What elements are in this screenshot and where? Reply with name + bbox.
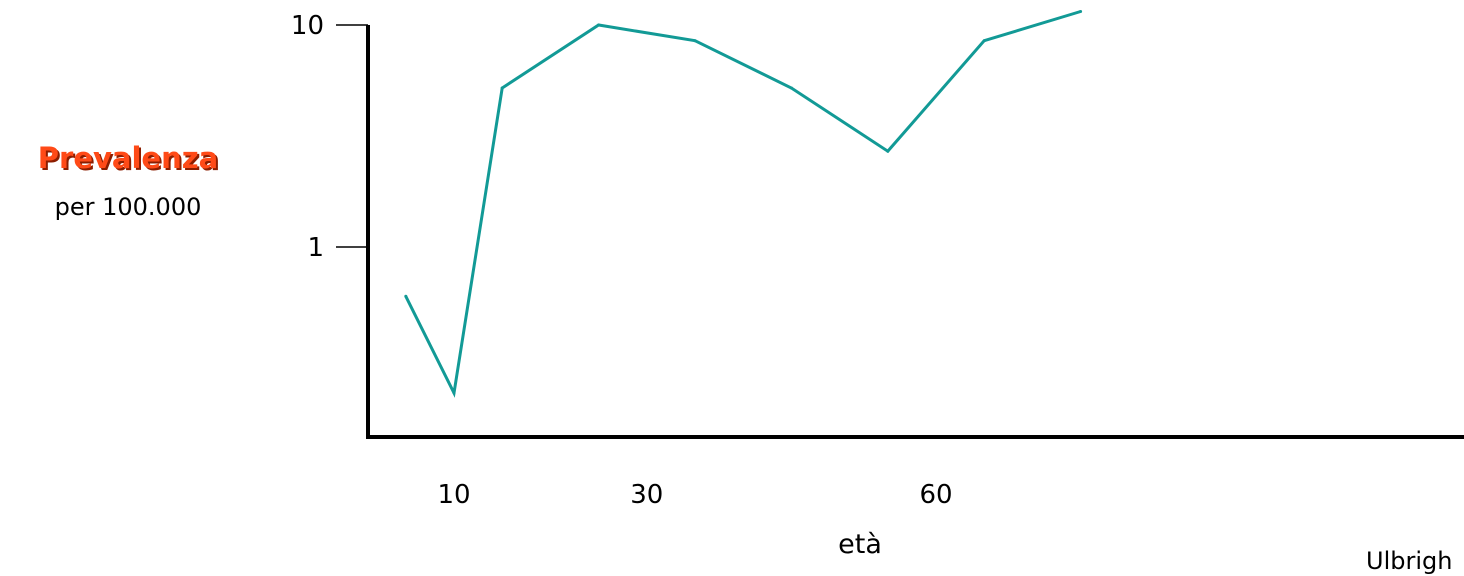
y-tick-label: 10 <box>291 11 324 41</box>
x-ticks: 10 30 60 <box>437 480 952 510</box>
chart-axes <box>366 25 1464 439</box>
data-point <box>693 39 697 43</box>
x-tick-label: 30 <box>630 480 663 510</box>
series-line <box>404 10 1082 398</box>
data-series <box>404 10 1083 398</box>
data-point <box>886 149 890 153</box>
data-point <box>1079 10 1083 13</box>
y-tick-label: 1 <box>307 233 324 263</box>
y-axis-subtitle: per 100.000 <box>54 193 202 221</box>
data-point <box>500 86 504 90</box>
x-tick-label: 10 <box>437 480 470 510</box>
data-point <box>597 23 601 27</box>
y-ticks: 1 10 <box>291 11 368 263</box>
data-point <box>452 391 456 395</box>
source-citation: Ulbrigh <box>1366 547 1453 575</box>
data-point <box>404 294 408 298</box>
x-tick-label: 60 <box>919 480 952 510</box>
data-point <box>789 86 793 90</box>
x-axis-title: età <box>838 529 882 560</box>
y-axis-title: Prevalenza <box>37 141 219 175</box>
data-point <box>982 39 986 43</box>
